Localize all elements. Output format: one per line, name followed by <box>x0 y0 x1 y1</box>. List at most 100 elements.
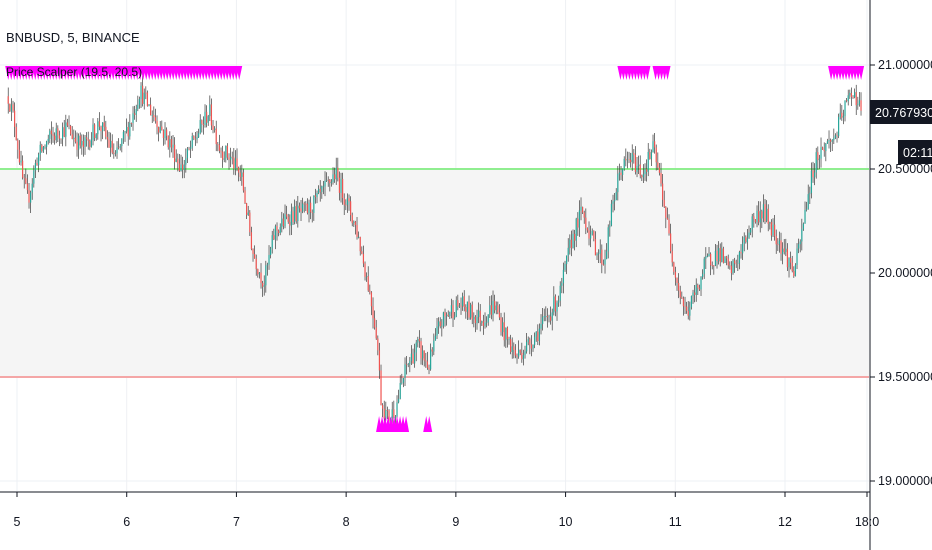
candle-body <box>455 300 457 317</box>
candle-body <box>575 218 577 241</box>
candle-body <box>446 314 448 317</box>
candle-body <box>406 364 408 366</box>
candle-body <box>657 162 659 168</box>
candle-body <box>380 370 382 406</box>
candle-body <box>780 240 782 254</box>
candle-body <box>247 212 249 216</box>
candle-body <box>175 158 177 162</box>
candle-body <box>538 328 541 342</box>
candle-body <box>98 121 101 127</box>
candle-body <box>308 202 310 213</box>
candle-body <box>172 144 174 148</box>
candle-body <box>620 172 622 175</box>
candle-body <box>530 344 533 349</box>
candle-body <box>164 129 166 139</box>
candle-body <box>788 258 790 268</box>
candle-body <box>356 225 358 237</box>
candle-body <box>398 398 400 403</box>
candle-body <box>374 318 376 328</box>
candle-body <box>399 382 401 399</box>
candle-body <box>49 130 51 139</box>
candle-body <box>526 341 528 352</box>
candle-body <box>178 163 181 171</box>
candle-body <box>466 301 469 312</box>
candle-body <box>710 253 712 266</box>
candle-body <box>215 128 217 145</box>
candle-body <box>758 210 760 223</box>
candle-body <box>207 116 209 123</box>
candle-body <box>706 256 709 257</box>
candle-body <box>76 141 78 150</box>
candle-body <box>681 297 683 299</box>
candle-body <box>489 305 491 315</box>
candle-body <box>474 316 477 324</box>
candle-body <box>95 134 97 139</box>
candles <box>7 75 862 429</box>
candle-body <box>364 263 366 277</box>
candle-body <box>369 290 371 293</box>
candle-body <box>774 224 776 237</box>
candle-body <box>42 147 45 152</box>
candle-body <box>463 296 465 308</box>
candle-body <box>511 346 513 352</box>
x-tick-label: 8 <box>343 515 350 529</box>
candle-body <box>266 264 269 266</box>
candle-body <box>700 276 702 290</box>
buy-signal-marker <box>403 416 410 432</box>
candle-body <box>343 197 345 205</box>
candle-body <box>428 367 430 370</box>
candle-body <box>404 364 406 378</box>
candle-body <box>798 244 800 249</box>
candle-body <box>612 201 614 204</box>
candle-body <box>802 223 805 230</box>
candle-body <box>756 210 758 223</box>
candle-body <box>858 100 861 104</box>
candle-body <box>161 126 163 131</box>
candle-body <box>639 164 641 176</box>
candle-body <box>44 146 46 148</box>
candle-body <box>679 290 681 298</box>
candle-body <box>23 177 25 179</box>
candle-body <box>702 273 704 277</box>
candle-body <box>673 262 675 272</box>
candle-body <box>84 137 86 147</box>
candle-body <box>102 122 104 132</box>
candle-body <box>561 283 563 286</box>
candle-body <box>407 364 409 366</box>
candle-body <box>670 233 672 252</box>
candle-body <box>542 317 544 324</box>
candle-body <box>250 232 253 250</box>
candle-body <box>394 416 397 419</box>
candle-body <box>94 124 96 139</box>
candle-body <box>271 235 273 249</box>
candle-body <box>252 249 254 254</box>
candle-body <box>785 248 787 252</box>
candle-body <box>185 158 187 165</box>
candle-body <box>484 322 486 326</box>
candle-body <box>522 355 525 360</box>
candle-body <box>537 331 539 342</box>
candle-body <box>306 203 309 213</box>
candle-body <box>254 253 256 259</box>
candle-body <box>724 256 726 263</box>
candle-body <box>417 338 419 343</box>
candle-body <box>582 206 584 213</box>
candle-body <box>68 125 70 127</box>
candle-body <box>346 198 349 205</box>
candle-body <box>482 321 485 326</box>
candle-body <box>490 305 493 315</box>
candle-body <box>716 250 718 262</box>
candle-body <box>362 253 365 264</box>
candle-body <box>276 226 278 231</box>
candle-body <box>58 135 61 139</box>
candle-body <box>431 349 433 352</box>
candle-body <box>782 248 784 254</box>
candle-body <box>111 140 113 153</box>
candle-body <box>550 316 552 321</box>
candle-body <box>642 174 645 178</box>
candle-body <box>110 140 112 148</box>
candle-body <box>711 265 713 266</box>
candle-body <box>234 158 237 169</box>
candle-body <box>764 204 766 222</box>
